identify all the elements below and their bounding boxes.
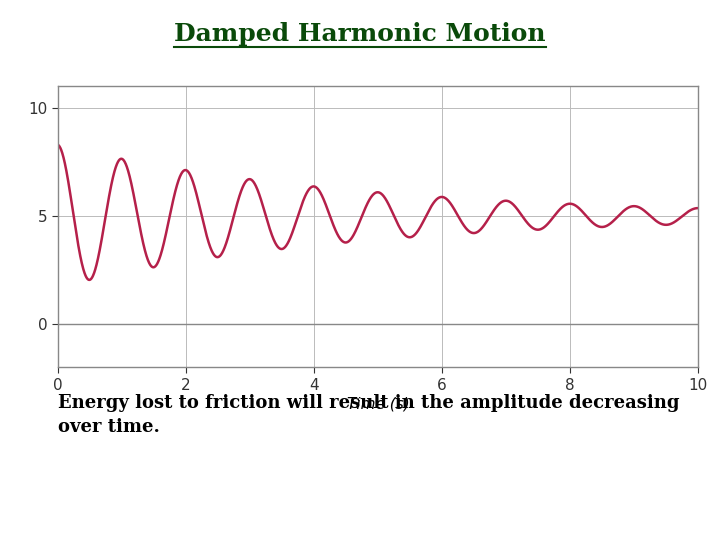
X-axis label: Time (s): Time (s) [346,397,410,412]
Text: Energy lost to friction will result in the amplitude decreasing
over time.: Energy lost to friction will result in t… [58,394,679,436]
Text: Damped Harmonic Motion: Damped Harmonic Motion [174,22,546,45]
